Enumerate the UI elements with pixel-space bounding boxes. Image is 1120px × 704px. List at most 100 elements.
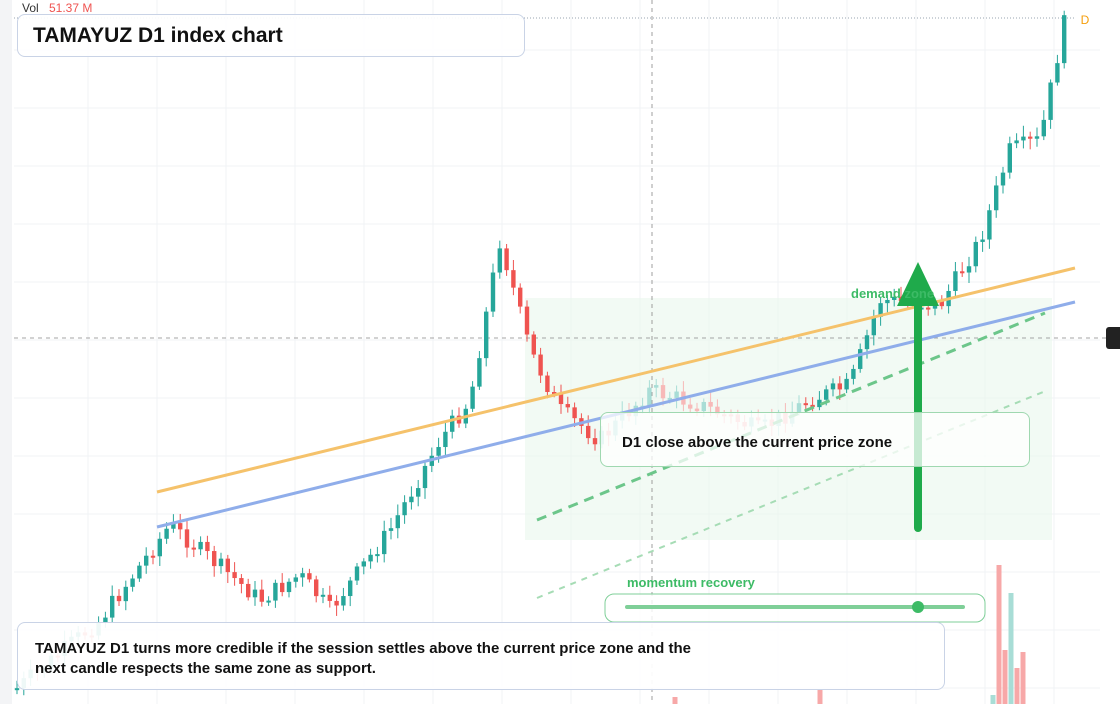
candle-body — [470, 386, 475, 409]
candle-body — [157, 538, 162, 557]
candle-body — [654, 385, 659, 388]
caption-box: TAMAYUZ D1 turns more credible if the se… — [17, 622, 945, 690]
candle-body — [286, 581, 292, 593]
candle-body — [1062, 15, 1067, 64]
candle-body — [973, 241, 978, 267]
candle-body — [1041, 119, 1046, 137]
callout-box: D1 close above the current price zone — [600, 412, 1030, 467]
candle-body — [490, 272, 496, 312]
candle-body — [1000, 172, 1006, 186]
candle-body — [1014, 140, 1019, 144]
candle-body — [830, 383, 836, 390]
candle-body — [647, 387, 652, 406]
candle-body — [572, 407, 577, 419]
candle-body — [225, 558, 230, 573]
candle-body — [130, 578, 135, 587]
volume-bar — [1002, 650, 1008, 704]
candle-body — [864, 335, 870, 350]
candle-body — [558, 393, 564, 405]
candle-body — [116, 595, 122, 602]
candle-body — [688, 404, 693, 409]
candle-body — [878, 303, 883, 317]
candle-body — [320, 594, 326, 597]
candle-body — [184, 529, 190, 548]
candle-body — [300, 573, 305, 578]
candle-body — [1028, 136, 1033, 139]
title: TAMAYUZ D1 index chart — [33, 24, 283, 47]
candle-body — [1034, 136, 1040, 139]
candle-body — [137, 565, 142, 579]
candle-body — [280, 582, 285, 593]
candle-body — [504, 248, 509, 271]
candle-body — [1055, 63, 1060, 83]
candle-body — [259, 589, 264, 602]
slider-knob[interactable] — [912, 601, 924, 613]
candle-body — [592, 438, 598, 445]
candle-body — [110, 595, 115, 618]
candle-body — [810, 404, 815, 408]
candle-body — [205, 541, 210, 552]
candle-body — [395, 515, 400, 529]
volume — [672, 565, 1026, 704]
candle-body — [368, 554, 373, 562]
candle-body — [837, 383, 842, 390]
volume-bar — [990, 695, 996, 704]
candle-body — [212, 551, 217, 567]
caption: TAMAYUZ D1 turns more credible if the se… — [35, 640, 691, 677]
slider-label: momentum recovery — [627, 575, 756, 590]
title-box: TAMAYUZ D1 index chart — [17, 14, 525, 57]
vol-label: Vol — [22, 1, 39, 15]
candle-body — [388, 528, 394, 531]
candle-body — [1048, 82, 1053, 120]
crosshair-tag — [1106, 327, 1120, 349]
volume-bar — [1014, 668, 1020, 704]
candle-body — [273, 582, 278, 601]
candle-body — [375, 554, 380, 557]
volume-bar — [996, 565, 1002, 704]
candle-body — [994, 185, 999, 211]
candle-body — [980, 239, 985, 242]
marker: D — [1081, 13, 1090, 27]
candle-body — [885, 299, 890, 304]
candle-body — [796, 403, 802, 412]
candle-body — [334, 600, 339, 606]
candle-body — [171, 523, 176, 529]
candle-body — [817, 399, 822, 408]
candle-body — [218, 558, 224, 567]
candle-body — [858, 349, 863, 369]
candle-body — [674, 391, 679, 398]
candle-body — [246, 583, 251, 598]
volume-bar — [672, 697, 678, 704]
arrow-head — [897, 262, 939, 306]
candle-body — [708, 401, 713, 407]
candle-body — [484, 311, 489, 359]
vol-value: 51.37 M — [49, 1, 92, 15]
left-edge — [0, 0, 12, 704]
candle-body — [341, 596, 346, 606]
candle-body — [960, 271, 965, 274]
candle-body — [660, 385, 666, 399]
candle-body — [694, 408, 700, 412]
candle-body — [477, 358, 482, 387]
candle-body — [892, 296, 897, 300]
candle-body — [178, 523, 183, 530]
candle-body — [422, 465, 428, 489]
candle-body — [586, 425, 591, 439]
candle-body — [232, 572, 237, 579]
candle-body — [552, 392, 557, 395]
candle-body — [538, 354, 543, 376]
candle-body — [1021, 136, 1026, 141]
candle-body — [803, 403, 808, 406]
candle-body — [497, 248, 502, 273]
candle-body — [402, 502, 407, 516]
callout: D1 close above the current price zone — [622, 434, 893, 451]
candle-body — [1007, 143, 1012, 173]
candle-body — [252, 589, 258, 598]
candle-body — [123, 586, 128, 602]
candle-body — [150, 555, 156, 558]
candle-body — [293, 577, 298, 582]
candle-body — [443, 431, 448, 448]
candle-body — [361, 561, 366, 567]
candle-body — [164, 528, 169, 539]
